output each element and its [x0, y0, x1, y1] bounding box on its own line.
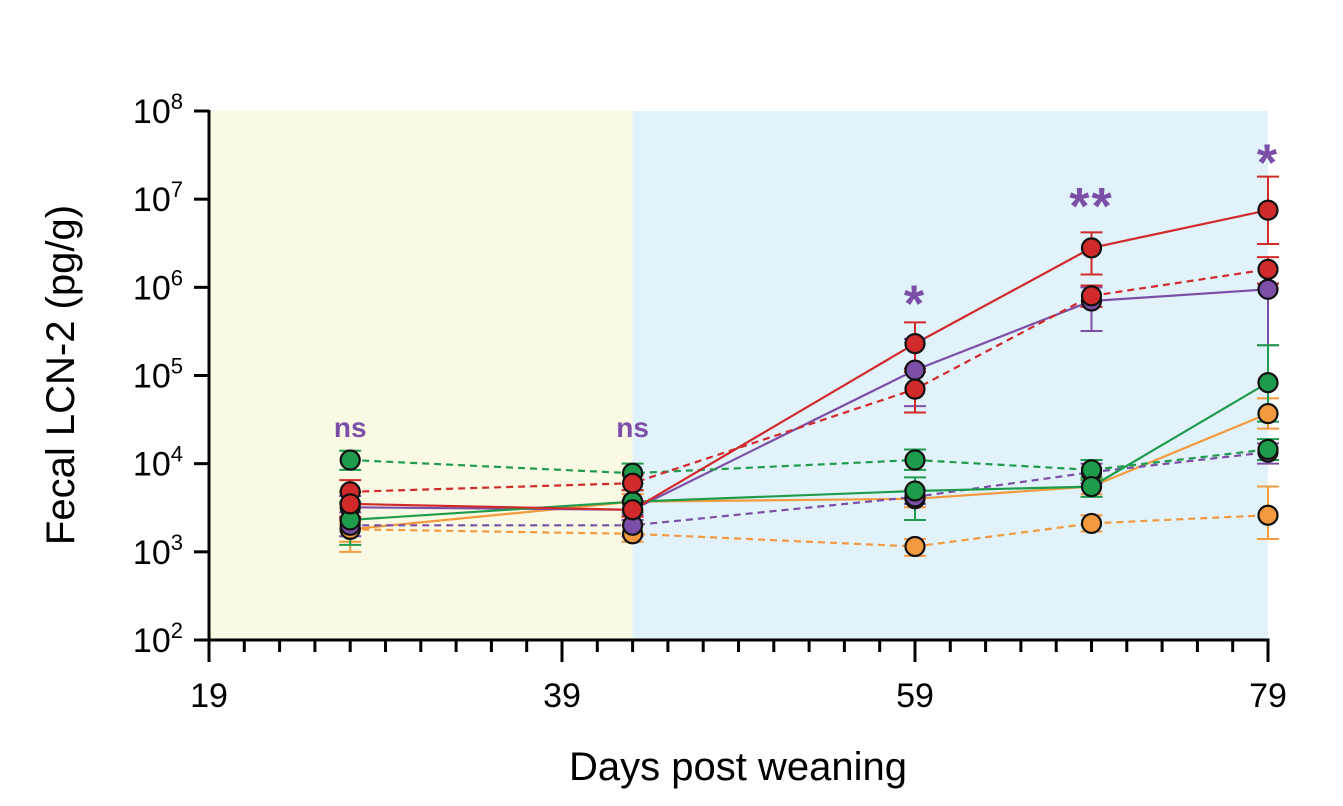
- data-point-red-dashed: [904, 378, 926, 400]
- data-points: [339, 199, 1279, 558]
- data-point-red-solid: [621, 499, 644, 521]
- y-tick-label-base: 10: [133, 269, 171, 307]
- data-point-red-dashed: [621, 472, 644, 494]
- y-tick-label-exponent: 7: [171, 177, 183, 202]
- data-point-orange-dashed: [904, 535, 926, 558]
- significance-star: **: [1069, 178, 1113, 236]
- data-point-red-solid: [1257, 199, 1279, 221]
- y-tick-label-base: 10: [133, 446, 171, 484]
- y-tick-label-base: 10: [133, 93, 171, 131]
- background-regions: [209, 111, 1268, 640]
- y-tick-label: 106: [133, 265, 183, 307]
- y-tick-label-exponent: 5: [171, 354, 183, 379]
- data-point-green-dashed: [904, 449, 926, 471]
- data-point-green-solid: [904, 480, 926, 502]
- data-point-purple-solid: [1257, 278, 1279, 300]
- data-point-orange-solid: [1257, 402, 1279, 425]
- data-point-purple-solid: [904, 359, 926, 381]
- significance-ns: ns: [334, 412, 367, 443]
- significance-annotations: ns ns****: [334, 135, 1279, 444]
- x-tick-label: 19: [190, 677, 228, 715]
- data-point-red-solid: [904, 333, 926, 355]
- x-tick-label: 79: [1249, 677, 1287, 715]
- data-point-red-solid: [1080, 237, 1103, 259]
- data-point-red-dashed: [1257, 258, 1279, 280]
- y-tick-label-exponent: 2: [171, 618, 183, 643]
- y-tick-label: 108: [133, 89, 183, 131]
- y-tick-label-exponent: 4: [171, 442, 183, 467]
- data-point-green-solid: [1080, 475, 1103, 498]
- y-tick-label-exponent: 8: [171, 89, 183, 114]
- data-point-green-solid: [1257, 372, 1279, 394]
- y-tick-label-base: 10: [133, 622, 171, 660]
- data-point-red-solid: [339, 493, 361, 515]
- data-point-green-dashed: [1257, 438, 1279, 461]
- y-tick-label-base: 10: [133, 534, 171, 572]
- data-point-orange-dashed: [1080, 512, 1103, 535]
- y-axis-title: Fecal LCN-2 (pg/g): [39, 205, 83, 545]
- y-tick-label: 105: [133, 354, 183, 396]
- x-tick-label: 59: [896, 677, 934, 715]
- x-tick-label: 39: [543, 677, 581, 715]
- y-tick-label-exponent: 3: [171, 530, 183, 555]
- significance-star: *: [1257, 135, 1279, 193]
- y-tick-label: 104: [133, 442, 183, 484]
- data-point-green-dashed: [339, 449, 361, 471]
- y-tick-label-base: 10: [133, 358, 171, 396]
- data-point-red-dashed: [1080, 285, 1103, 307]
- y-tick-label-exponent: 6: [171, 265, 183, 290]
- y-tick-label-base: 10: [133, 181, 171, 219]
- background-region-1: [209, 111, 633, 640]
- x-axis-title: Days post weaning: [569, 745, 907, 789]
- significance-star: *: [904, 276, 926, 334]
- y-tick-label: 103: [133, 530, 183, 572]
- y-tick-label: 107: [133, 177, 183, 219]
- significance-ns: ns: [616, 412, 649, 443]
- y-tick-label: 102: [133, 618, 183, 660]
- background-region-2: [632, 111, 1268, 640]
- data-point-orange-dashed: [1257, 504, 1279, 526]
